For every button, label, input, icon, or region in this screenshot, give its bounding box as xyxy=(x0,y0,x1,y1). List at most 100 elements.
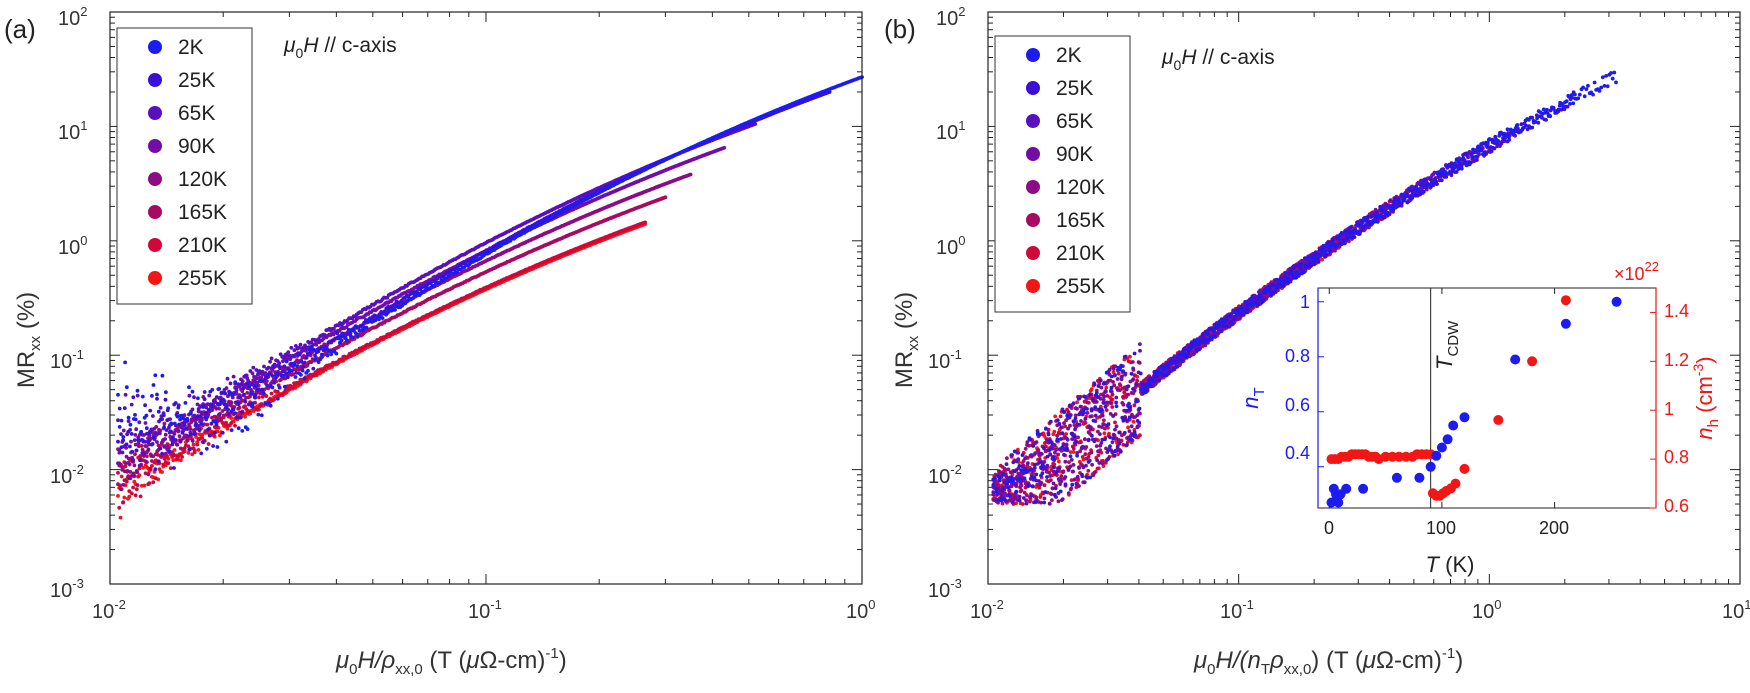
data-point xyxy=(274,373,278,377)
data-point xyxy=(126,461,130,465)
data-point xyxy=(251,401,255,406)
data-point xyxy=(175,442,180,447)
data-point xyxy=(323,346,328,350)
data-point xyxy=(135,388,140,393)
data-point xyxy=(133,413,137,417)
data-point xyxy=(1117,382,1122,387)
data-point xyxy=(329,352,333,357)
data-point xyxy=(154,452,158,457)
data-point xyxy=(231,392,236,396)
data-point xyxy=(236,426,241,431)
data-point xyxy=(251,365,256,370)
data-point xyxy=(1038,495,1043,499)
data-point xyxy=(261,391,266,395)
panel-a-label: (a) xyxy=(4,14,36,44)
data-point xyxy=(197,428,202,433)
data-point xyxy=(126,430,131,434)
data-point xyxy=(1094,444,1099,448)
data-point xyxy=(209,421,214,426)
data-point xyxy=(158,446,163,451)
data-point xyxy=(1058,414,1063,419)
data-point xyxy=(182,420,187,425)
data-point xyxy=(335,331,339,336)
data-point xyxy=(151,414,155,418)
data-point xyxy=(187,447,192,452)
legend-marker-255K xyxy=(148,271,162,285)
data-point xyxy=(231,374,236,379)
data-point xyxy=(1110,405,1115,409)
data-point xyxy=(207,393,212,398)
data-point xyxy=(133,442,138,447)
data-point xyxy=(162,444,167,449)
data-point xyxy=(168,417,173,421)
data-point xyxy=(151,383,156,387)
data-point xyxy=(188,427,193,431)
data-point xyxy=(318,346,322,351)
data-point xyxy=(199,410,204,415)
data-point xyxy=(292,348,297,353)
data-point xyxy=(1056,499,1061,504)
data-point xyxy=(245,427,250,431)
data-point xyxy=(256,372,260,377)
data-point xyxy=(1086,468,1091,473)
data-point xyxy=(345,332,350,337)
data-point xyxy=(177,434,182,439)
legend-marker-25K xyxy=(148,73,162,87)
data-point xyxy=(286,350,291,354)
data-point xyxy=(148,430,152,435)
data-point xyxy=(1085,400,1090,405)
panel-a-y-axis-title: MRxx (%) xyxy=(13,292,44,388)
data-point xyxy=(207,433,212,438)
data-point xyxy=(274,375,278,380)
data-point xyxy=(126,419,131,423)
legend-label-165K: 165K xyxy=(178,201,227,224)
data-point xyxy=(149,454,154,458)
data-point xyxy=(249,388,254,392)
data-point xyxy=(165,444,170,449)
data-point xyxy=(220,430,225,435)
data-point xyxy=(174,412,179,417)
data-point xyxy=(134,487,139,492)
data-point xyxy=(225,376,230,381)
data-point xyxy=(265,379,269,383)
data-point xyxy=(254,384,259,389)
data-point xyxy=(219,416,224,421)
data-point xyxy=(186,451,191,455)
data-point xyxy=(132,463,137,468)
data-point xyxy=(184,427,188,431)
data-point xyxy=(1100,461,1105,466)
data-point xyxy=(128,470,133,474)
data-point xyxy=(364,325,369,330)
data-point xyxy=(350,335,355,340)
data-point xyxy=(295,364,300,369)
data-point xyxy=(153,467,158,472)
data-point xyxy=(1023,446,1028,451)
data-point xyxy=(204,446,209,451)
data-point xyxy=(187,393,192,398)
data-point xyxy=(260,387,265,392)
data-point xyxy=(186,434,190,438)
panel-a-xtick: 10-2 xyxy=(92,597,126,623)
data-point xyxy=(285,375,290,380)
data-point xyxy=(1102,418,1106,423)
data-point xyxy=(346,328,351,333)
data-point xyxy=(238,415,243,420)
data-point xyxy=(306,368,310,373)
data-point xyxy=(176,454,181,459)
data-point xyxy=(255,376,259,381)
data-point xyxy=(217,387,222,391)
data-point xyxy=(262,364,266,369)
data-point xyxy=(241,386,246,391)
data-point xyxy=(196,396,200,401)
data-point xyxy=(1020,502,1025,506)
data-point xyxy=(1104,385,1109,390)
data-point xyxy=(1132,403,1137,408)
data-point xyxy=(316,337,321,341)
data-point xyxy=(282,364,287,369)
data-point xyxy=(123,464,128,469)
data-point xyxy=(183,401,188,405)
data-point xyxy=(204,405,209,410)
data-point xyxy=(229,421,234,426)
legend-marker-210K xyxy=(148,238,162,252)
data-point xyxy=(124,385,129,390)
